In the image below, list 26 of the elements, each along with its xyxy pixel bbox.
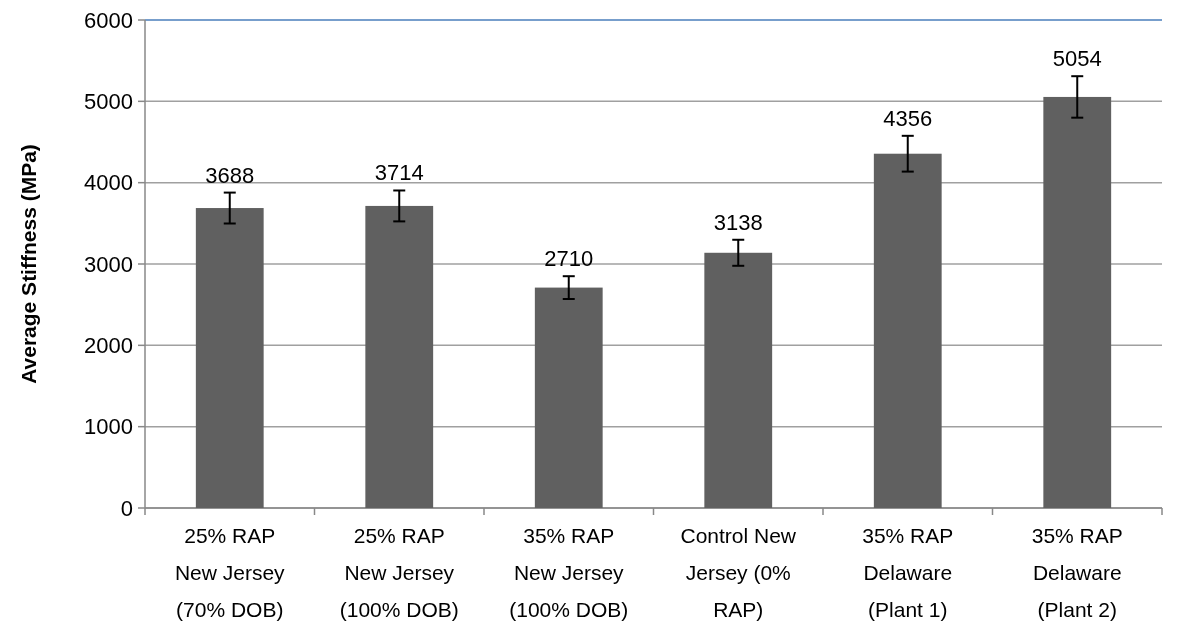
bar — [195, 208, 264, 508]
x-tick-label: 25% RAP New Jersey (70% DOB) — [174, 524, 286, 621]
y-tick-label: 4000 — [84, 170, 133, 196]
y-tick-label: 2000 — [84, 333, 133, 359]
data-label: 4356 — [883, 105, 933, 131]
data-label: 3688 — [205, 162, 255, 188]
y-tick-label: 0 — [120, 495, 133, 521]
data-label: 3714 — [374, 160, 424, 186]
y-tick-label: 6000 — [84, 7, 133, 33]
data-label: 2710 — [544, 246, 594, 272]
y-axis-title: Average Stiffness (MPa) — [17, 144, 40, 384]
x-tick-label: 35% RAP Delaware (Plant 2) — [1031, 524, 1123, 621]
y-tick-label: 1000 — [84, 414, 133, 440]
bar — [704, 252, 773, 508]
x-tick-label: 35% RAP Delaware (Plant 1) — [862, 524, 954, 621]
bar — [873, 153, 942, 508]
y-tick-label: 3000 — [84, 251, 133, 277]
x-tick-label: 25% RAP New Jersey (100% DOB) — [339, 524, 459, 621]
x-tick-label: 35% RAP New Jersey (100% DOB) — [509, 524, 629, 621]
bar — [1043, 96, 1112, 508]
y-tick-label: 5000 — [84, 89, 133, 115]
data-label: 3138 — [713, 209, 763, 235]
x-tick-label: Control New Jersey (0% RAP) — [680, 524, 797, 621]
data-label: 5054 — [1052, 46, 1102, 72]
bar — [365, 205, 434, 508]
bar — [534, 287, 603, 508]
